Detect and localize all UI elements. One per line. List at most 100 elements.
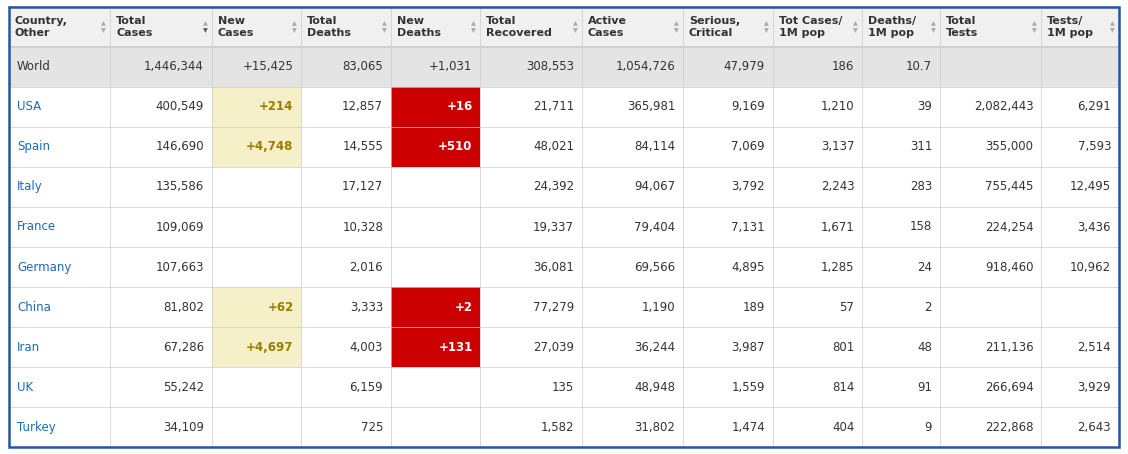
Bar xyxy=(212,367,301,407)
Text: 1,582: 1,582 xyxy=(540,421,574,434)
Text: 146,690: 146,690 xyxy=(156,140,204,153)
Text: 7,131: 7,131 xyxy=(731,221,765,233)
Bar xyxy=(391,47,481,87)
Text: 135,586: 135,586 xyxy=(156,181,204,193)
Text: Total: Total xyxy=(116,16,147,26)
Text: +2: +2 xyxy=(455,301,473,314)
Bar xyxy=(301,87,391,127)
Text: +4,748: +4,748 xyxy=(246,140,293,153)
Text: 84,114: 84,114 xyxy=(634,140,676,153)
Text: 24: 24 xyxy=(917,261,932,273)
Text: ▲: ▲ xyxy=(573,22,578,27)
Bar xyxy=(863,207,940,247)
Bar xyxy=(684,367,773,407)
Text: 39: 39 xyxy=(917,100,932,114)
Text: ▲: ▲ xyxy=(1032,22,1037,27)
Text: 24,392: 24,392 xyxy=(532,181,574,193)
Bar xyxy=(481,287,582,327)
Bar xyxy=(212,127,301,167)
Bar xyxy=(940,287,1041,327)
Bar xyxy=(684,127,773,167)
Bar xyxy=(1041,247,1119,287)
Bar xyxy=(9,407,111,447)
Text: 67,286: 67,286 xyxy=(162,340,204,354)
Bar xyxy=(212,247,301,287)
Text: ▼: ▼ xyxy=(853,29,858,34)
Text: 158: 158 xyxy=(910,221,932,233)
Text: 814: 814 xyxy=(832,380,855,394)
Text: 4,895: 4,895 xyxy=(731,261,765,273)
Bar xyxy=(391,367,481,407)
Text: 3,333: 3,333 xyxy=(350,301,384,314)
Bar xyxy=(684,7,773,47)
Text: World: World xyxy=(17,60,51,74)
Bar xyxy=(481,7,582,47)
Bar xyxy=(582,7,684,47)
Bar xyxy=(391,287,481,327)
Text: 31,802: 31,802 xyxy=(635,421,676,434)
Text: Spain: Spain xyxy=(17,140,50,153)
Bar xyxy=(1041,47,1119,87)
Text: ▲: ▲ xyxy=(102,22,106,27)
Bar xyxy=(9,287,111,327)
Text: +131: +131 xyxy=(439,340,473,354)
Text: 365,981: 365,981 xyxy=(627,100,676,114)
Bar xyxy=(391,407,481,447)
Text: 311: 311 xyxy=(909,140,932,153)
Bar xyxy=(391,287,481,327)
Bar xyxy=(1041,207,1119,247)
Text: ▲: ▲ xyxy=(853,22,858,27)
Text: 69,566: 69,566 xyxy=(634,261,676,273)
Bar xyxy=(773,407,863,447)
Text: Critical: Critical xyxy=(689,28,733,38)
Bar xyxy=(582,287,684,327)
Bar xyxy=(773,87,863,127)
Bar xyxy=(391,327,481,367)
Bar xyxy=(111,247,212,287)
Text: 9,169: 9,169 xyxy=(731,100,765,114)
Text: 1M pop: 1M pop xyxy=(1047,28,1093,38)
Bar xyxy=(9,7,111,47)
Bar xyxy=(391,127,481,167)
Bar xyxy=(940,207,1041,247)
Bar xyxy=(212,407,301,447)
Bar xyxy=(481,327,582,367)
Text: UK: UK xyxy=(17,380,33,394)
Bar xyxy=(212,287,301,327)
Bar xyxy=(481,247,582,287)
Text: Total: Total xyxy=(307,16,337,26)
Text: 91: 91 xyxy=(917,380,932,394)
Text: 1M pop: 1M pop xyxy=(869,28,914,38)
Bar xyxy=(773,207,863,247)
Bar xyxy=(391,207,481,247)
Text: Serious,: Serious, xyxy=(689,16,740,26)
Bar xyxy=(863,87,940,127)
Bar xyxy=(684,407,773,447)
Bar xyxy=(481,367,582,407)
Text: China: China xyxy=(17,301,51,314)
Bar xyxy=(773,327,863,367)
Text: 1,671: 1,671 xyxy=(821,221,855,233)
Text: Active: Active xyxy=(588,16,626,26)
Bar xyxy=(481,167,582,207)
Text: 211,136: 211,136 xyxy=(985,340,1033,354)
Text: 1,446,344: 1,446,344 xyxy=(144,60,204,74)
Text: Country,: Country, xyxy=(15,16,68,26)
Bar xyxy=(301,47,391,87)
Text: 77,279: 77,279 xyxy=(532,301,574,314)
Text: 6,291: 6,291 xyxy=(1077,100,1111,114)
Bar xyxy=(773,127,863,167)
Bar xyxy=(863,367,940,407)
Text: 79,404: 79,404 xyxy=(634,221,676,233)
Text: USA: USA xyxy=(17,100,41,114)
Text: ▼: ▼ xyxy=(292,29,297,34)
Bar xyxy=(1041,167,1119,207)
Bar xyxy=(940,247,1041,287)
Bar xyxy=(863,47,940,87)
Text: 135: 135 xyxy=(552,380,574,394)
Text: ▼: ▼ xyxy=(203,29,208,34)
Text: ▲: ▲ xyxy=(292,22,297,27)
Bar xyxy=(111,87,212,127)
Text: 2,243: 2,243 xyxy=(821,181,855,193)
Text: 1M pop: 1M pop xyxy=(778,28,825,38)
